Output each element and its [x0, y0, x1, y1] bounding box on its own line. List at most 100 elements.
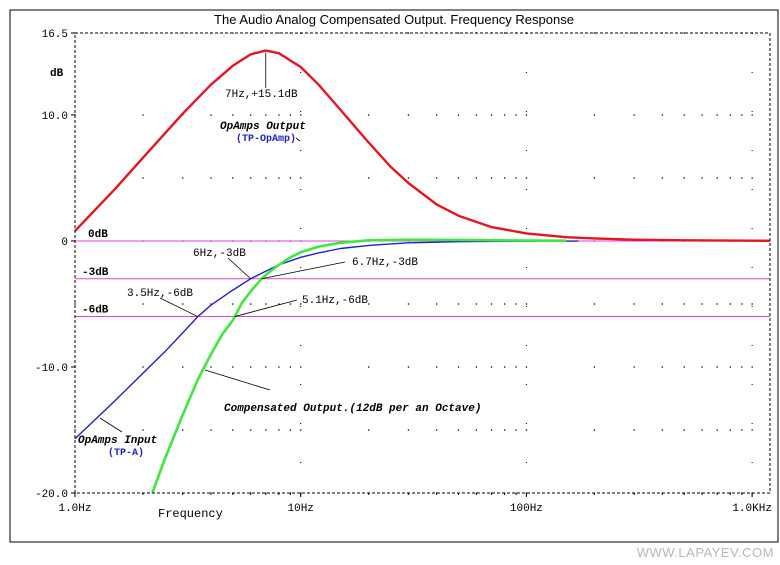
grid-dot: [232, 429, 234, 431]
grid-dot: [289, 366, 292, 368]
grid-dot: [182, 177, 184, 179]
x-tick-label: 1.0KHz: [732, 503, 772, 515]
grid-dot: [525, 177, 528, 179]
grid-dot: [661, 177, 664, 179]
grid-dot: [289, 177, 292, 179]
axes: 1.0Hz 10Hz 100Hz 1.0KHz 16.5 10.0 0 -10.0 -20.0: [35, 29, 772, 515]
grid-dot: [300, 303, 302, 305]
y-tick-label: 0: [61, 237, 68, 249]
grid-dot: [683, 114, 685, 116]
grid-dot: [250, 114, 252, 116]
grid-dot: [142, 429, 144, 431]
grid-dot: [289, 114, 292, 116]
grid-dot: [633, 177, 635, 179]
series-label-leader: [204, 369, 271, 391]
grid-dot: [490, 366, 493, 368]
grid-dot: [182, 366, 184, 368]
series-tag-tp-opamp: (TP-OpAmp): [236, 133, 296, 145]
grid-dot: [525, 114, 528, 116]
grid-dot: [525, 429, 528, 431]
grid-dot: [232, 177, 234, 179]
y-tick-label: -10.0: [35, 363, 68, 375]
grid-dot: [716, 429, 718, 431]
annotation-leader: [159, 297, 198, 317]
grid-dot: [490, 429, 493, 431]
grid-dot: [457, 429, 460, 431]
grid-dot: [593, 32, 596, 34]
grid-dot: [74, 114, 76, 116]
grid-dot: [300, 429, 302, 431]
grid-dot: [250, 429, 252, 431]
grid-dot: [729, 429, 731, 431]
grid-dot: [265, 177, 267, 179]
grid-dot: [661, 429, 664, 431]
annotation-label: 6.7Hz,-3dB: [352, 257, 418, 269]
grid-dot: [633, 303, 635, 305]
grid-dot: [683, 429, 685, 431]
grid-dot: [716, 303, 718, 305]
grid-dot: [503, 429, 506, 431]
grid-dot: [701, 177, 703, 179]
x-tick-label: 100Hz: [510, 503, 543, 515]
grid-dot: [74, 303, 76, 305]
series-label-compensated-output: Compensated Output.(12dB per an Octave): [224, 403, 481, 415]
x-axis-label: Frequency: [158, 507, 223, 521]
annotation-leader: [261, 261, 346, 280]
grid-dot: [515, 177, 517, 179]
grid-dot: [593, 366, 596, 368]
grid-dot: [729, 177, 731, 179]
grid-dot: [210, 114, 212, 116]
y-tick-label: -20.0: [35, 489, 68, 501]
reference-line-label: -3dB: [82, 267, 109, 279]
grid-dot: [490, 177, 493, 179]
grid-dot: [457, 32, 460, 34]
grid-dot: [435, 366, 438, 368]
grid-dot: [142, 114, 144, 116]
grid-dot: [368, 177, 370, 179]
grid-dot: [751, 429, 753, 431]
grid-dot: [683, 366, 685, 368]
grid-dot: [475, 303, 478, 305]
annotations: 0dB -3dB -6dB 7Hz,+15.1dB 6Hz,-3dB 6.7Hz,-3dB…: [78, 52, 481, 459]
grid-dot: [142, 303, 144, 305]
annotation-label: 6Hz,-3dB: [193, 248, 246, 260]
series-tag-tp-a: (TP-A): [108, 447, 144, 459]
series-line: [74, 240, 579, 440]
series-line: [74, 49, 771, 242]
grid-dot: [729, 366, 731, 368]
grid-dot: [435, 114, 438, 116]
grid-dot: [407, 177, 410, 179]
grid-dot: [701, 114, 703, 116]
grid-dot: [515, 429, 517, 431]
grid-dot: [232, 366, 234, 368]
grid-dot: [475, 114, 478, 116]
grid-dot: [525, 303, 528, 305]
series-label-opamps-input: OpAmps Input: [78, 435, 157, 447]
grid-dot: [683, 32, 685, 34]
grid-dot: [278, 32, 280, 34]
grid-dot: [457, 366, 460, 368]
grid-dot: [633, 114, 635, 116]
grid-dot: [457, 177, 460, 179]
grid-dot: [661, 114, 664, 116]
grid-dot: [265, 366, 267, 368]
annotation-label: 7Hz,+15.1dB: [225, 89, 298, 101]
chart-frame: [9, 9, 779, 543]
grid-dot: [503, 177, 506, 179]
grid-dot: [368, 429, 370, 431]
grid-dot: [368, 366, 370, 368]
grid-dot: [741, 114, 743, 116]
grid-dot: [278, 114, 280, 116]
grid-dot: [701, 303, 703, 305]
grid-dot: [182, 429, 184, 431]
grid-dot: [751, 303, 753, 305]
grid-dot: [278, 429, 280, 431]
grid-dot: [210, 303, 212, 305]
grid-dot: [751, 366, 753, 368]
grid-dot: [593, 303, 596, 305]
grid-dot: [475, 429, 478, 431]
grid-dot: [741, 177, 743, 179]
grid-dot: [503, 32, 506, 34]
grid-dot: [407, 366, 410, 368]
grid-dot: [457, 303, 460, 305]
